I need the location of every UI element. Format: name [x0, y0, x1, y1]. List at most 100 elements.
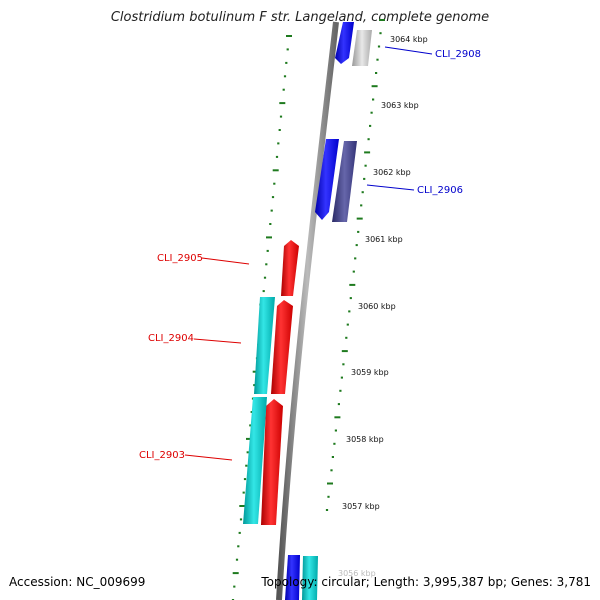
- gene-feature[interactable]: [254, 297, 275, 394]
- minor-tick-dot: [262, 290, 265, 293]
- minor-tick-dot: [334, 429, 337, 432]
- minor-tick-dot: [283, 75, 287, 78]
- major-tick-mark: [232, 572, 239, 575]
- minor-tick-dot: [331, 456, 334, 458]
- minor-tick-dot: [340, 376, 343, 379]
- minor-tick-dot: [269, 223, 272, 225]
- minor-tick-dot: [346, 323, 349, 326]
- minor-tick-dot: [233, 585, 236, 588]
- gene-feature[interactable]: [281, 240, 299, 296]
- major-tick-mark: [327, 482, 333, 485]
- tick-label: 3060 kbp: [358, 302, 396, 311]
- minor-tick-dot: [369, 124, 372, 127]
- leader-line: [366, 184, 415, 191]
- gene-label-cli-2905[interactable]: CLI_2905: [157, 253, 203, 264]
- minor-tick-dot: [273, 182, 276, 185]
- minor-tick-dot: [250, 411, 253, 413]
- major-tick-mark: [341, 350, 348, 353]
- tick-label: 3061 kbp: [365, 235, 403, 244]
- minor-tick-dot: [339, 389, 342, 392]
- minor-tick-dot: [263, 276, 267, 279]
- gene-feature[interactable]: [243, 397, 267, 524]
- minor-tick-dot: [352, 270, 355, 273]
- gene-feature[interactable]: [261, 399, 283, 525]
- gene-feature[interactable]: [271, 300, 293, 394]
- gene-feature[interactable]: [332, 141, 357, 222]
- gene-label-cli-2904[interactable]: CLI_2904: [148, 333, 194, 344]
- minor-tick-dot: [375, 72, 378, 74]
- minor-tick-dot: [249, 424, 252, 427]
- major-tick-mark: [246, 437, 252, 440]
- minor-tick-dot: [327, 495, 330, 498]
- reverse-genes: [243, 240, 299, 525]
- gene-feature[interactable]: [285, 555, 300, 600]
- minor-tick-dot: [363, 177, 366, 180]
- minor-tick-dot: [377, 45, 381, 48]
- minor-tick-dot: [266, 249, 269, 252]
- minor-tick-dot: [235, 558, 239, 561]
- gene-feature[interactable]: [302, 556, 318, 600]
- tick-label: 3062 kbp: [373, 168, 411, 177]
- gene-feature[interactable]: [315, 139, 339, 220]
- gene-feature[interactable]: [335, 22, 354, 64]
- minor-tick-dot: [349, 297, 352, 300]
- minor-tick-dot: [357, 230, 360, 233]
- gene-labels: CLI_2908 CLI_2906 CLI_2905 CLI_2904 CLI_…: [139, 46, 481, 461]
- minor-tick-dot: [286, 48, 289, 51]
- minor-tick-dot: [345, 336, 348, 339]
- genome-backbone: [276, 21, 339, 600]
- gene-label-cli-2908[interactable]: CLI_2908: [435, 49, 481, 60]
- gene-feature[interactable]: [352, 30, 372, 66]
- major-tick-mark: [334, 416, 341, 419]
- minor-tick-dot: [279, 115, 283, 118]
- minor-tick-dot: [245, 464, 248, 467]
- minor-tick-dot: [337, 403, 340, 406]
- tick-label: 3057 kbp: [342, 502, 380, 511]
- minor-tick-dot: [270, 209, 273, 212]
- minor-tick-dot: [271, 196, 275, 199]
- major-tick-mark: [349, 283, 356, 286]
- gene-label-cli-2903[interactable]: CLI_2903: [139, 450, 185, 461]
- minor-tick-dot: [361, 191, 364, 194]
- leader-line: [193, 338, 242, 344]
- tick-label: 3056 kbp: [338, 569, 376, 578]
- minor-tick-dot: [372, 98, 375, 101]
- minor-tick-dot: [253, 384, 256, 387]
- minor-tick-dot: [360, 204, 363, 207]
- minor-tick-dot: [355, 244, 358, 247]
- minor-tick-dot: [333, 442, 336, 445]
- leader-line: [184, 454, 233, 461]
- minor-tick-dot: [275, 155, 279, 158]
- tick-labels: 3064 kbp 3063 kbp 3062 kbp 3061 kbp 3060…: [338, 35, 428, 578]
- minor-tick-dot: [330, 469, 333, 472]
- major-tick-mark: [286, 35, 292, 37]
- tick-label: 3064 kbp: [390, 35, 428, 44]
- tick-label: 3063 kbp: [381, 101, 419, 110]
- major-tick-mark: [239, 505, 246, 507]
- minor-tick-dot: [367, 138, 370, 141]
- tick-label: 3058 kbp: [346, 435, 384, 444]
- gene-label-cli-2906[interactable]: CLI_2906: [417, 185, 463, 196]
- major-tick-mark: [356, 217, 363, 220]
- minor-tick-dot: [354, 257, 357, 260]
- minor-tick-dot: [376, 58, 379, 61]
- tick-label: 3059 kbp: [351, 368, 389, 377]
- minor-tick-dot: [237, 545, 240, 548]
- major-tick-mark: [272, 169, 279, 172]
- forward-genes: [285, 22, 372, 600]
- minor-tick-dot: [239, 518, 243, 521]
- major-tick-mark: [266, 236, 272, 239]
- minor-tick-dot: [277, 142, 280, 145]
- minor-tick-dot: [285, 61, 288, 64]
- minor-tick-dot: [370, 111, 373, 114]
- minor-tick-dot: [243, 478, 247, 481]
- minor-tick-dot: [278, 129, 281, 131]
- minor-tick-dot: [242, 491, 245, 494]
- major-tick-mark: [379, 19, 385, 21]
- minor-tick-dot: [364, 164, 367, 167]
- minor-tick-dot: [342, 363, 345, 366]
- topology-text: Topology: circular; Length: 3,995,387 bp…: [261, 575, 591, 589]
- minor-tick-dot: [238, 531, 241, 534]
